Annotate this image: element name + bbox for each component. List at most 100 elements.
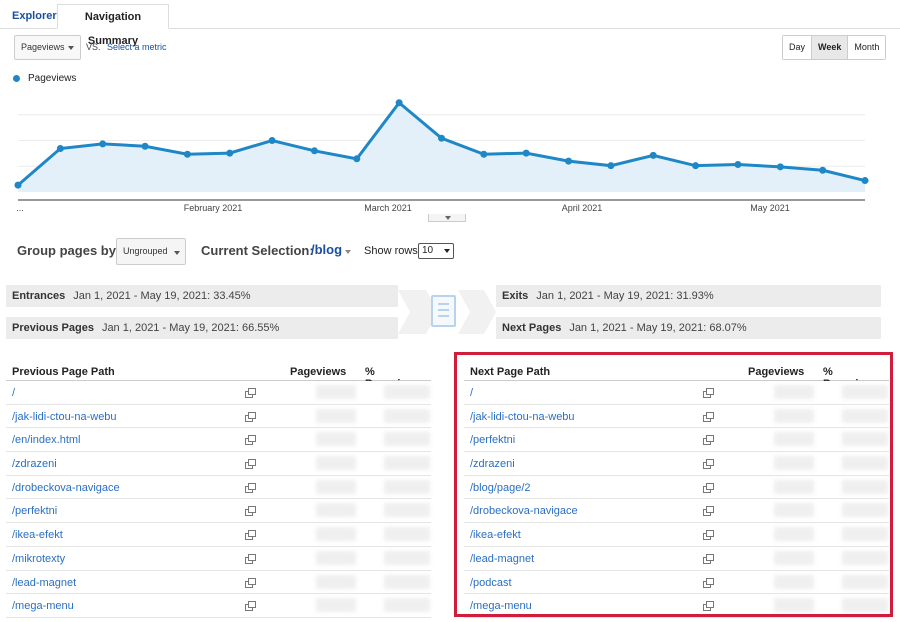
pageviews-header[interactable]: Pageviews <box>748 366 805 378</box>
open-in-new-icon[interactable] <box>703 459 714 470</box>
vs-label: VS. <box>86 42 101 52</box>
open-in-new-icon[interactable] <box>245 553 256 564</box>
data-point[interactable] <box>480 150 488 158</box>
data-point[interactable] <box>99 140 107 148</box>
current-selection-value[interactable]: /blog <box>311 242 343 257</box>
redacted-pageviews <box>316 408 356 423</box>
page-path-link[interactable]: /blog/page/2 <box>470 481 531 494</box>
data-point[interactable] <box>141 142 149 150</box>
open-in-new-icon[interactable] <box>245 482 256 493</box>
page-path-link[interactable]: /en/index.html <box>12 434 81 447</box>
redacted-pageviews <box>316 503 356 518</box>
redacted-percent <box>384 385 430 399</box>
data-point[interactable] <box>819 166 827 174</box>
data-point[interactable] <box>268 137 276 144</box>
open-in-new-icon[interactable] <box>703 601 714 612</box>
open-in-new-icon[interactable] <box>245 388 256 398</box>
page-path-link[interactable]: /perfektni <box>12 505 58 518</box>
page-path-link[interactable]: /lead-magnet <box>470 552 535 565</box>
data-point[interactable] <box>56 145 64 153</box>
page-path-link[interactable]: /jak-lidi-ctou-na-webu <box>12 410 117 423</box>
redacted-pageviews <box>774 503 814 518</box>
metric-dropdown[interactable]: Pageviews <box>14 35 81 60</box>
open-in-new-icon[interactable] <box>703 553 714 564</box>
data-point[interactable] <box>776 163 784 171</box>
select-metric-link[interactable]: Select a metric <box>107 42 167 52</box>
show-rows-select[interactable]: 10 <box>418 243 454 259</box>
table-row: /drobeckova-navigace <box>464 499 889 524</box>
page-path-link[interactable]: /podcast <box>470 576 512 589</box>
open-in-new-icon[interactable] <box>703 388 714 398</box>
page-path-link[interactable]: / <box>12 387 16 399</box>
redacted-percent <box>384 598 430 613</box>
entrances-label: Entrances <box>12 290 66 302</box>
page-path-link[interactable]: /zdrazeni <box>12 458 57 471</box>
redacted-pageviews <box>774 385 814 399</box>
data-point[interactable] <box>861 177 869 185</box>
open-in-new-icon[interactable] <box>703 530 714 541</box>
next-page-path-header[interactable]: Next Page Path <box>470 366 551 378</box>
page-path-link[interactable]: /drobeckova-navigace <box>12 481 120 494</box>
tab-explorer[interactable]: Explorer <box>12 10 57 22</box>
open-in-new-icon[interactable] <box>703 577 714 588</box>
data-point[interactable] <box>692 162 700 170</box>
current-selection-label: Current Selection: <box>201 243 314 258</box>
table-row: /lead-magnet <box>464 547 889 571</box>
data-point[interactable] <box>607 162 615 170</box>
chart-resize-handle[interactable] <box>428 214 466 222</box>
open-in-new-icon[interactable] <box>245 459 256 470</box>
redacted-percent <box>384 479 430 494</box>
redacted-pageviews <box>774 408 814 423</box>
month-button[interactable]: Month <box>848 36 886 59</box>
page-path-link[interactable]: /jak-lidi-ctou-na-webu <box>470 410 575 423</box>
data-point[interactable] <box>565 157 573 165</box>
data-point[interactable] <box>310 147 318 155</box>
open-in-new-icon[interactable] <box>245 435 256 446</box>
open-in-new-icon[interactable] <box>703 435 714 446</box>
week-button[interactable]: Week <box>812 36 849 59</box>
data-point[interactable] <box>438 134 445 142</box>
page-path-link[interactable]: /perfektni <box>470 434 516 447</box>
previous-page-path-header[interactable]: Previous Page Path <box>12 366 115 378</box>
page-path-link[interactable]: /ikea-efekt <box>470 529 521 542</box>
page-path-link[interactable]: /lead-magnet <box>12 576 77 589</box>
page-path-link[interactable]: /mega-menu <box>470 600 532 613</box>
data-point[interactable] <box>353 155 361 163</box>
open-in-new-icon[interactable] <box>703 506 714 517</box>
open-in-new-icon[interactable] <box>245 411 256 422</box>
pageviews-chart: ... February 2021 March 2021 April 2021 … <box>0 85 900 225</box>
next-pages-summary: Next Pages Jan 1, 2021 - May 19, 2021: 68… <box>496 317 881 339</box>
day-button[interactable]: Day <box>783 36 813 59</box>
redacted-pageviews <box>316 432 356 447</box>
page-path-link[interactable]: / <box>470 387 474 399</box>
page-path-link[interactable]: /ikea-efekt <box>12 529 63 542</box>
data-point[interactable] <box>649 151 657 159</box>
pageviews-header[interactable]: Pageviews <box>290 366 347 378</box>
open-in-new-icon[interactable] <box>245 601 256 612</box>
page-path-link[interactable]: /mikrotexty <box>12 552 66 565</box>
redacted-pageviews <box>774 527 814 542</box>
data-point[interactable] <box>395 99 403 107</box>
data-point[interactable] <box>522 149 530 157</box>
group-pages-dropdown[interactable]: Ungrouped <box>116 238 186 265</box>
data-point[interactable] <box>183 150 191 158</box>
chevron-down-icon[interactable] <box>345 250 351 254</box>
page-path-link[interactable]: /zdrazeni <box>470 458 515 471</box>
redacted-percent <box>842 527 888 542</box>
tab-navigation-summary[interactable]: Navigation Summary <box>57 4 169 47</box>
page-path-link[interactable]: /drobeckova-navigace <box>470 505 578 518</box>
table-row: /mega-menu <box>6 594 431 618</box>
redacted-percent <box>384 574 430 589</box>
data-point[interactable] <box>734 161 742 169</box>
open-in-new-icon[interactable] <box>703 482 714 493</box>
open-in-new-icon[interactable] <box>245 577 256 588</box>
open-in-new-icon[interactable] <box>703 411 714 422</box>
redacted-pageviews <box>774 479 814 494</box>
x-tick-label: February 2021 <box>183 203 243 213</box>
data-point[interactable] <box>226 149 234 157</box>
chevron-down-icon <box>445 216 451 220</box>
open-in-new-icon[interactable] <box>245 530 256 541</box>
page-path-link[interactable]: /mega-menu <box>12 600 74 613</box>
data-point[interactable] <box>14 181 22 189</box>
open-in-new-icon[interactable] <box>245 506 256 517</box>
